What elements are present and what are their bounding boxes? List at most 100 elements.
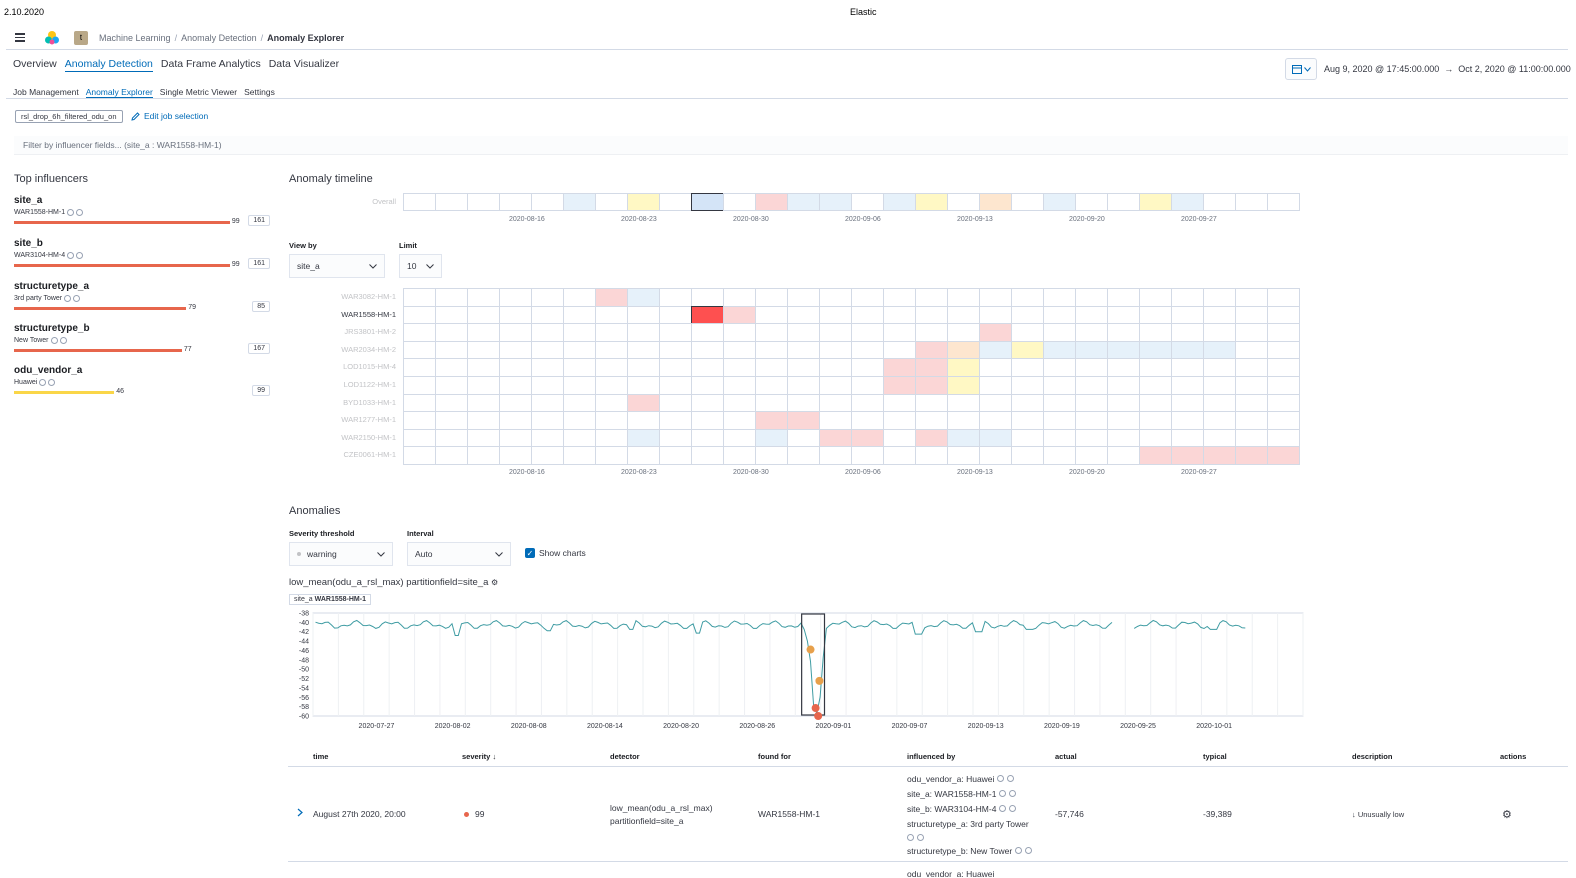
tab-single-metric-viewer[interactable]: Single Metric Viewer — [159, 87, 238, 97]
time-start[interactable]: Aug 9, 2020 @ 17:45:00.000 — [1324, 64, 1440, 74]
swimlane-cell[interactable] — [1235, 305, 1268, 325]
tab-job-management[interactable]: Job Management — [13, 87, 79, 97]
swimlane-cell[interactable] — [627, 340, 660, 360]
swimlane-cell[interactable] — [467, 340, 500, 360]
overall-cell[interactable] — [563, 193, 596, 211]
tab-settings[interactable]: Settings — [244, 87, 275, 97]
swimlane-cell[interactable] — [723, 358, 756, 377]
swimlane-cell[interactable] — [1011, 446, 1044, 465]
swimlane-cell[interactable] — [691, 428, 724, 448]
swimlane-cell[interactable] — [883, 288, 916, 307]
swimlane-cell[interactable] — [1235, 446, 1268, 465]
swimlane-cell[interactable] — [531, 446, 564, 465]
swimlane-cell[interactable] — [659, 428, 692, 448]
swimlane-cell[interactable] — [723, 288, 756, 307]
swimlane-cell[interactable] — [499, 358, 532, 377]
filter-plus-icon[interactable] — [67, 252, 75, 259]
swimlane-cell[interactable] — [723, 323, 756, 342]
swimlane-cell[interactable] — [787, 446, 820, 465]
swimlane-cell[interactable] — [1139, 340, 1172, 360]
swimlane-cell[interactable] — [595, 411, 628, 430]
swimlane-cell[interactable] — [531, 393, 564, 413]
overall-cell[interactable] — [595, 193, 628, 211]
overall-cell[interactable] — [1139, 193, 1172, 211]
swimlane-cell[interactable] — [1075, 428, 1108, 448]
swimlane-cell[interactable] — [1043, 305, 1076, 325]
swimlane-cell[interactable] — [1203, 446, 1236, 465]
swimlane-cell[interactable] — [1267, 340, 1300, 360]
swimlane-cell[interactable] — [883, 323, 916, 342]
swimlane-cell[interactable] — [947, 411, 980, 430]
overall-cell[interactable] — [691, 193, 724, 211]
swimlane-cell[interactable] — [595, 340, 628, 360]
swimlane-cell[interactable] — [819, 340, 852, 360]
swimlane-cell[interactable] — [915, 288, 948, 307]
swimlane-cell[interactable] — [1075, 376, 1108, 395]
swimlane-label[interactable]: JRS3801-HM-2 — [344, 327, 396, 337]
swimlane-cell[interactable] — [851, 411, 884, 430]
swimlane-cell[interactable] — [755, 358, 788, 377]
swimlane-cell[interactable] — [691, 323, 724, 342]
influencer-value[interactable]: 3rd party Tower — [14, 295, 63, 302]
swimlane-cell[interactable] — [819, 305, 852, 325]
overall-cell[interactable] — [1171, 193, 1204, 211]
swimlane-cell[interactable] — [435, 340, 468, 360]
overall-cell[interactable] — [1075, 193, 1108, 211]
swimlane-cell[interactable] — [467, 428, 500, 448]
swimlane-cell[interactable] — [947, 428, 980, 448]
swimlane-label[interactable]: WAR2034-HM-2 — [341, 344, 396, 354]
swimlane-cell[interactable] — [1011, 411, 1044, 430]
swimlane-cell[interactable] — [1267, 358, 1300, 377]
swimlane-cell[interactable] — [627, 288, 660, 307]
swimlane-cell[interactable] — [1011, 305, 1044, 325]
swimlane-cell[interactable] — [691, 411, 724, 430]
tab-anomaly-detection[interactable]: Anomaly Detection — [64, 58, 153, 72]
swimlane-cell[interactable] — [659, 305, 692, 325]
tab-anomaly-explorer[interactable]: Anomaly Explorer — [85, 87, 153, 98]
swimlane-cell[interactable] — [1075, 288, 1108, 307]
swimlane-cell[interactable] — [1139, 288, 1172, 307]
swimlane-cell[interactable] — [755, 323, 788, 342]
swimlane-cell[interactable] — [787, 288, 820, 307]
space-avatar[interactable]: t — [74, 30, 88, 45]
swimlane-cell[interactable] — [595, 446, 628, 465]
influencer-value[interactable]: WAR3104-HM-4 — [14, 252, 66, 259]
swimlane-cell[interactable] — [883, 305, 916, 325]
th-time[interactable]: time — [313, 752, 329, 761]
filter-plus-icon[interactable] — [39, 379, 47, 386]
swimlane-cell[interactable] — [787, 411, 820, 430]
swimlane-cell[interactable] — [755, 393, 788, 413]
swimlane-cell[interactable] — [1203, 305, 1236, 325]
swimlane-cell[interactable] — [563, 411, 596, 430]
swimlane-cell[interactable] — [627, 411, 660, 430]
swimlane-cell[interactable] — [947, 288, 980, 307]
filter-minus-icon[interactable] — [76, 209, 84, 216]
swimlane-cell[interactable] — [1011, 393, 1044, 413]
swimlane-cell[interactable] — [1011, 288, 1044, 307]
swimlane-cell[interactable] — [1107, 305, 1140, 325]
swimlane-cell[interactable] — [947, 340, 980, 360]
swimlane-cell[interactable] — [1139, 323, 1172, 342]
swimlane-cell[interactable] — [915, 340, 948, 360]
swimlane-cell[interactable] — [403, 411, 436, 430]
swimlane-cell[interactable] — [563, 288, 596, 307]
swimlane-cell[interactable] — [755, 446, 788, 465]
swimlane-cell[interactable] — [531, 323, 564, 342]
swimlane-cell[interactable] — [435, 446, 468, 465]
filter-minus-icon[interactable] — [48, 379, 56, 386]
overall-cell[interactable] — [851, 193, 884, 211]
swimlane-cell[interactable] — [1171, 323, 1204, 342]
edit-job-selection-button[interactable]: Edit job selection — [131, 111, 208, 121]
swimlane-cell[interactable] — [435, 376, 468, 395]
swimlane-cell[interactable] — [435, 358, 468, 377]
overall-cell[interactable] — [883, 193, 916, 211]
swimlane-cell[interactable] — [1139, 446, 1172, 465]
swimlane-cell[interactable] — [1203, 376, 1236, 395]
breadcrumb-anomaly-detection[interactable]: Anomaly Detection — [181, 32, 257, 43]
swimlane-cell[interactable] — [1139, 393, 1172, 413]
swimlane-cell[interactable] — [883, 358, 916, 377]
filter-minus-icon[interactable] — [73, 295, 81, 302]
swimlane-cell[interactable] — [1267, 288, 1300, 307]
swimlane-cell[interactable] — [1235, 428, 1268, 448]
swimlane-cell[interactable] — [883, 411, 916, 430]
